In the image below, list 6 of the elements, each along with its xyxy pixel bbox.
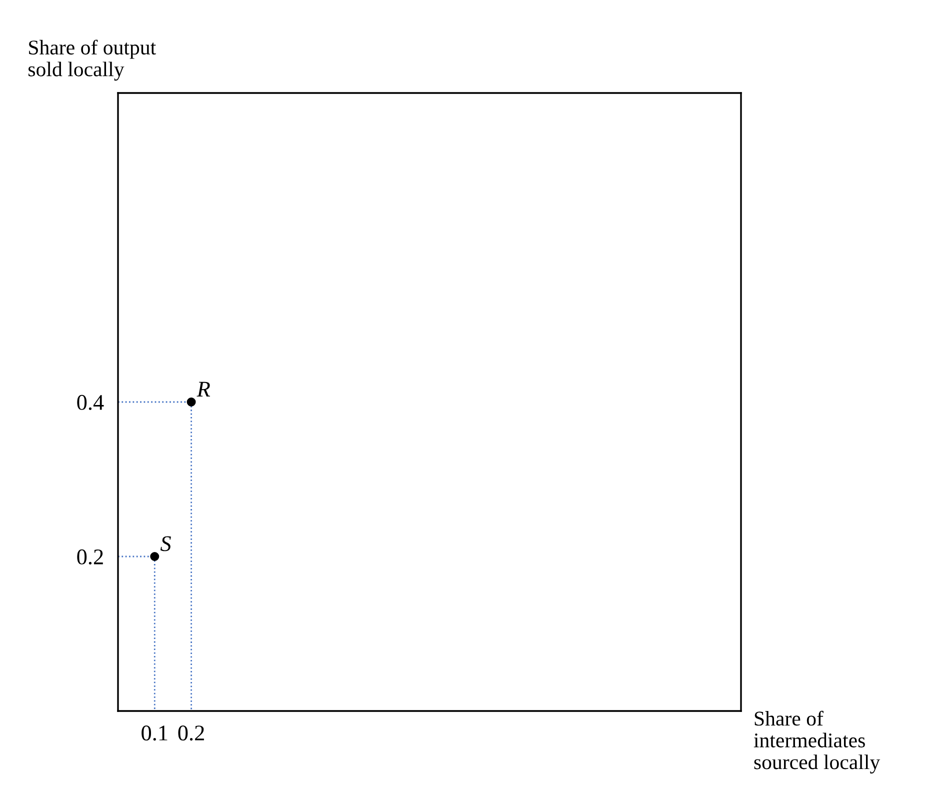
y-tick-label: 0.4	[77, 394, 104, 410]
y-axis-title: Share of output sold locally	[28, 40, 156, 81]
annotation: S	[160, 536, 171, 552]
annotation: R	[196, 382, 210, 396]
x-axis-title: Share of intermediates sourced locally	[754, 710, 880, 774]
x-tick-label: 0.1	[142, 726, 168, 741]
